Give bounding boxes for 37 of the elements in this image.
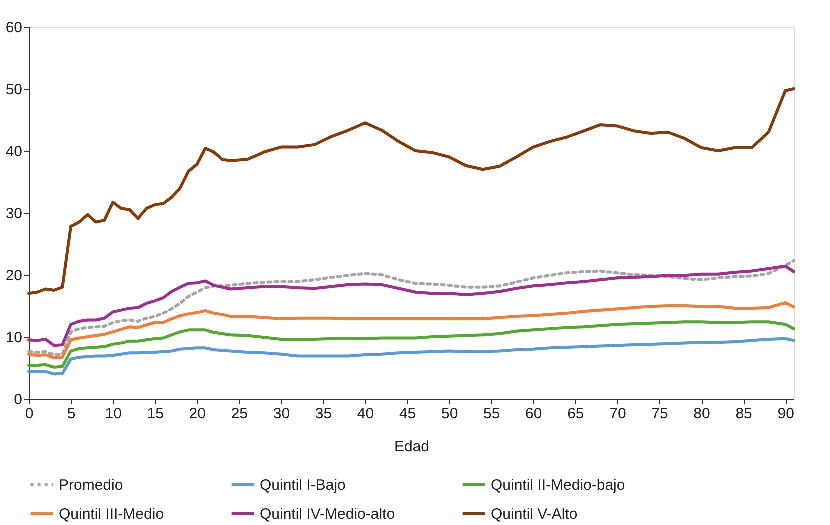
y-tick-label: 50 — [6, 82, 22, 98]
legend-label: Quintil III-Medio — [59, 506, 164, 523]
x-tick-label: 75 — [652, 406, 668, 422]
y-tick-label: 30 — [6, 206, 22, 222]
x-tick-label: 0 — [25, 406, 34, 422]
y-tick-label: 10 — [6, 330, 22, 346]
x-tick-label: 25 — [231, 406, 248, 422]
x-tick-label: 55 — [484, 406, 500, 422]
line-series — [28, 88, 796, 296]
x-tick-label: 80 — [694, 406, 710, 422]
y-tick-label: 60 — [6, 20, 22, 36]
x-axis-title: Edad — [394, 438, 430, 456]
x-tick-label: 35 — [315, 406, 332, 422]
line-series — [28, 337, 796, 376]
x-tick-label: 5 — [67, 406, 76, 422]
x-tick-label: 30 — [273, 406, 290, 422]
y-tick-label: 20 — [6, 268, 22, 284]
legend-label: Quintil I-Bajo — [260, 477, 346, 494]
x-tick-label: 65 — [568, 406, 584, 422]
legend-label: Promedio — [59, 477, 124, 494]
x-tick-label: 60 — [526, 406, 542, 422]
x-tick-label: 70 — [610, 406, 626, 422]
x-tick-label: 10 — [105, 406, 122, 422]
line-series — [28, 320, 796, 369]
x-tick-label: 90 — [778, 406, 794, 422]
line-series — [28, 301, 796, 360]
legend-label: Quintil II-Medio-bajo — [491, 477, 626, 494]
x-tick-label: 20 — [189, 406, 206, 422]
x-tick-label: 45 — [399, 406, 416, 422]
legend-label: Quintil IV-Medio-alto — [260, 506, 396, 523]
x-tick-label: 15 — [147, 406, 164, 422]
legend-label: Quintil V-Alto — [491, 506, 578, 523]
y-tick-label: 0 — [14, 392, 22, 408]
y-tick-label: 40 — [6, 144, 22, 160]
x-tick-label: 40 — [357, 406, 374, 422]
x-tick-label: 85 — [736, 406, 752, 422]
x-tick-label: 50 — [441, 406, 458, 422]
